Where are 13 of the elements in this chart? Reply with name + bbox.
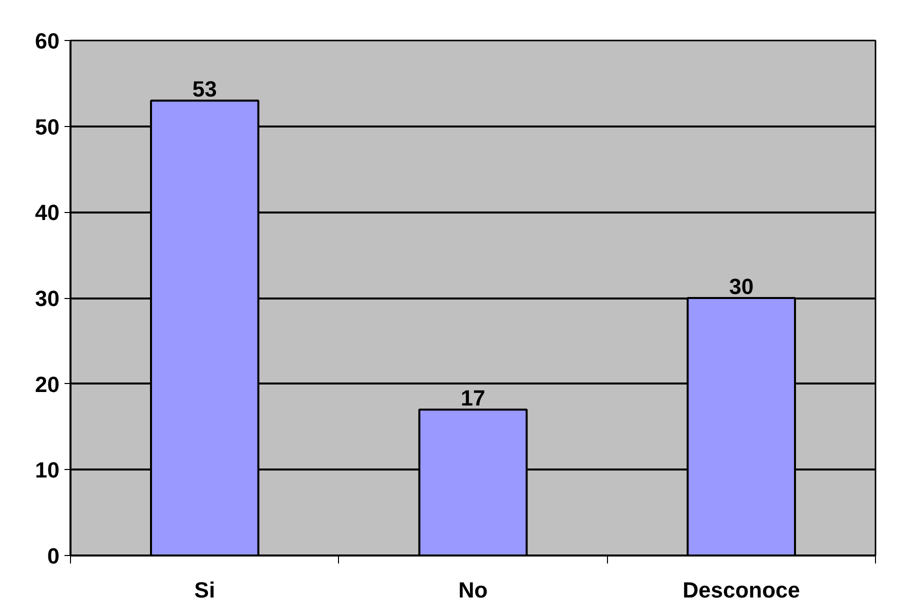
- x-tick-label: No: [458, 578, 488, 602]
- data-label: 30: [729, 274, 754, 299]
- y-tick-label: 30: [35, 286, 60, 311]
- x-tick-label: Si: [194, 578, 216, 602]
- data-label: 53: [192, 76, 217, 102]
- y-tick-label: 40: [35, 200, 60, 226]
- data-label: 17: [460, 386, 486, 411]
- x-tick-label: Desconoce: [682, 578, 800, 602]
- y-tick-label: 10: [35, 458, 60, 483]
- y-tick-label: 0: [47, 544, 60, 568]
- y-tick-label: 20: [35, 372, 60, 397]
- y-tick-label: 60: [35, 28, 60, 54]
- y-tick-label: 50: [35, 114, 60, 140]
